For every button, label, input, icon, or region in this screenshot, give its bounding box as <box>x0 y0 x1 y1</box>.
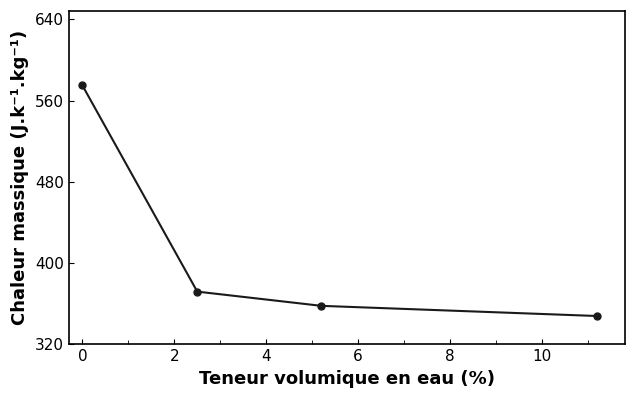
X-axis label: Teneur volumique en eau (%): Teneur volumique en eau (%) <box>198 370 495 388</box>
Y-axis label: Chaleur massique (J.k⁻¹.kg⁻¹): Chaleur massique (J.k⁻¹.kg⁻¹) <box>11 30 29 325</box>
